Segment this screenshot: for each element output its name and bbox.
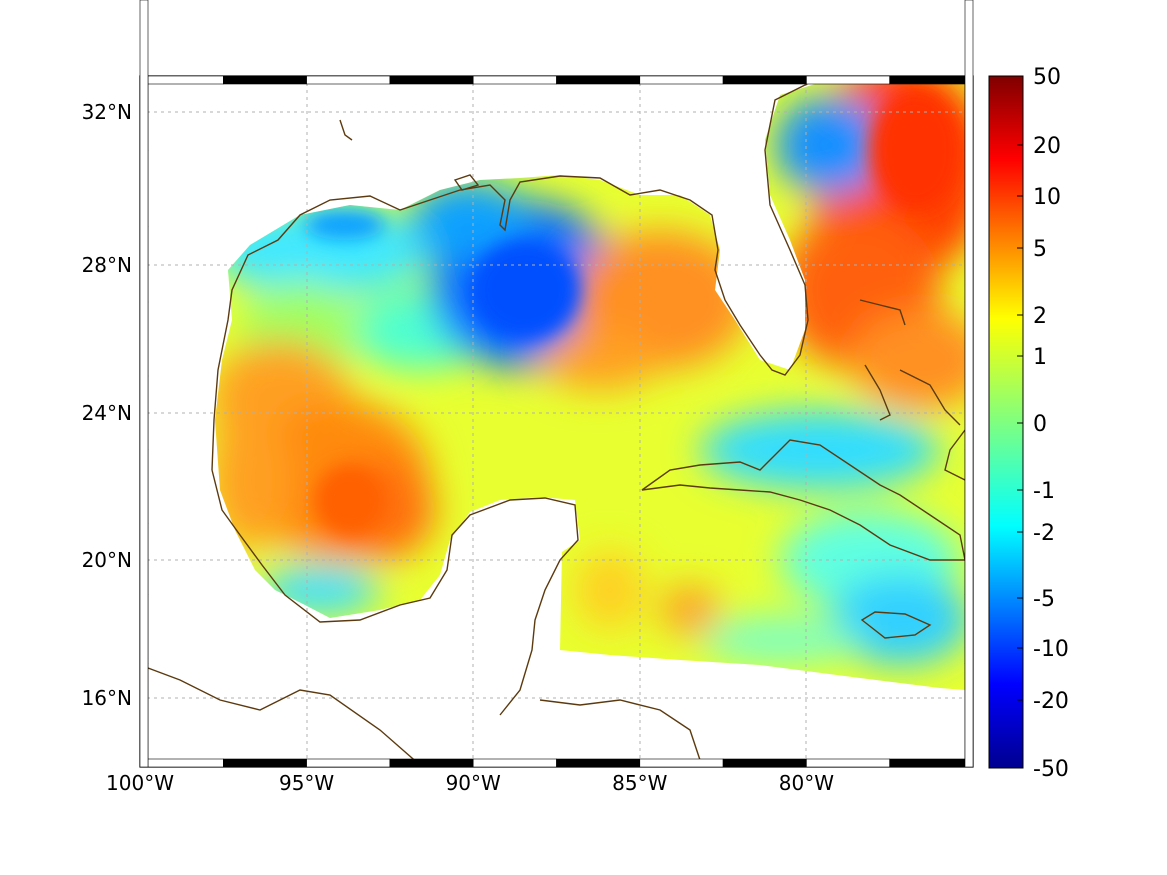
longitude-tick-label: 90°W bbox=[446, 771, 501, 795]
frame-segment bbox=[722, 758, 807, 768]
latitude-tick-label: 16°N bbox=[82, 686, 132, 710]
coastlines bbox=[139, 79, 966, 766]
frame-segment bbox=[889, 758, 974, 768]
latitude-labels: 32°N 28°N 24°N 20°N 16°N bbox=[82, 100, 132, 710]
colorbar-tick-label: 5 bbox=[1033, 237, 1047, 262]
frame-segment bbox=[556, 758, 641, 768]
latitude-tick-label: 28°N bbox=[82, 253, 132, 277]
colorbar-tick-label: -20 bbox=[1033, 689, 1069, 714]
frame-segment bbox=[806, 758, 891, 768]
colorbar-tick-label: 0 bbox=[1033, 412, 1047, 437]
longitude-tick-label: 95°W bbox=[279, 771, 334, 795]
frame-ticks bbox=[139, 0, 974, 768]
colorbar-tick-label: 50 bbox=[1033, 65, 1061, 90]
frame-segment bbox=[639, 75, 724, 85]
frame-segment bbox=[806, 75, 891, 85]
colorbar-tick-label: 2 bbox=[1033, 304, 1047, 329]
frame-segment bbox=[306, 758, 391, 768]
frame-segment bbox=[223, 75, 307, 85]
longitude-tick-label: 85°W bbox=[612, 771, 667, 795]
frame-segment bbox=[389, 75, 474, 85]
latitude-tick-label: 24°N bbox=[82, 401, 132, 425]
colorbar-tick-label: 10 bbox=[1033, 185, 1061, 210]
frame-segment bbox=[306, 75, 391, 85]
colorbar-tick-label: 20 bbox=[1033, 134, 1061, 159]
frame-segment bbox=[472, 758, 557, 768]
frame-segment bbox=[223, 758, 307, 768]
frame-segment bbox=[722, 75, 807, 85]
longitude-labels: 100°W 95°W 90°W 85°W 80°W bbox=[106, 771, 834, 795]
frame-segment bbox=[556, 75, 641, 85]
latitude-tick-label: 32°N bbox=[82, 100, 132, 124]
frame-segment bbox=[389, 758, 474, 768]
frame-segment bbox=[472, 75, 557, 85]
colorbar-tick-label: -5 bbox=[1033, 587, 1055, 612]
longitude-tick-label: 80°W bbox=[779, 771, 834, 795]
gridlines bbox=[140, 76, 973, 767]
colorbar-tick-label: 1 bbox=[1033, 345, 1047, 370]
colorbar-tick-label: -2 bbox=[1033, 521, 1055, 546]
colorbar-tick-label: -1 bbox=[1033, 479, 1055, 504]
frame-segment bbox=[964, 0, 974, 768]
frame-segment bbox=[139, 758, 224, 768]
colorbar-tick-label: -50 bbox=[1033, 757, 1069, 782]
colorbar-tick-label: -10 bbox=[1033, 637, 1069, 662]
frame-segment bbox=[889, 75, 974, 85]
colorbar bbox=[988, 75, 1024, 769]
latitude-tick-label: 20°N bbox=[82, 548, 132, 572]
longitude-tick-label: 100°W bbox=[106, 771, 174, 795]
frame-segment bbox=[139, 0, 149, 768]
frame-segment bbox=[139, 75, 224, 85]
frame-segment bbox=[639, 758, 724, 768]
